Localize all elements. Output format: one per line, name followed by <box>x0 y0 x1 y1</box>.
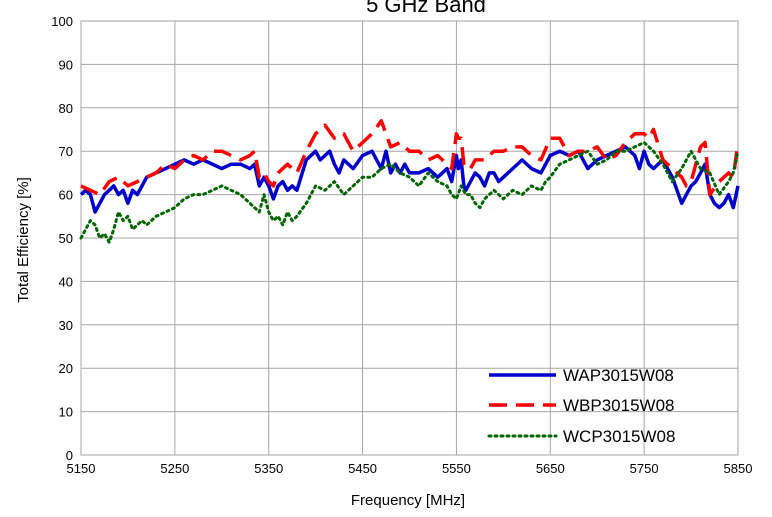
legend: WAP3015W08 WBP3015W08 WCP3015W08 <box>487 366 675 446</box>
x-tick-label: 5850 <box>724 461 753 476</box>
y-tick-label: 50 <box>59 231 73 246</box>
series-line-wbp3015w08 <box>80 119 740 197</box>
x-axis-label: Frequency [MHz] <box>351 492 465 509</box>
x-tick-label: 5350 <box>254 461 283 476</box>
legend-label-wbp3015w08: WBP3015W08 <box>563 396 675 415</box>
y-axis-label: Total Efficiency [%] <box>15 177 32 303</box>
y-tick-label: 100 <box>51 14 73 29</box>
tick-labels: 0 10 20 30 40 50 60 70 80 90 100 5150 5250 5350 5450 55… <box>51 14 752 476</box>
y-tick-label: 40 <box>59 274 73 289</box>
y-tick-label: 0 <box>66 448 73 463</box>
y-tick-label: 20 <box>59 361 73 376</box>
series-line-wcp3015w08 <box>79 141 740 244</box>
series-line-wap3015w08 <box>79 145 740 214</box>
y-tick-label: 30 <box>59 318 73 333</box>
series-lines <box>79 119 740 244</box>
x-tick-label: 5250 <box>160 461 189 476</box>
y-tick-label: 90 <box>59 57 73 72</box>
x-tick-label: 5150 <box>67 461 96 476</box>
y-tick-label: 60 <box>59 188 73 203</box>
x-tick-label: 5450 <box>348 461 377 476</box>
legend-label-wcp3015w08: WCP3015W08 <box>563 427 675 446</box>
grid <box>80 20 739 456</box>
x-tick-label: 5750 <box>630 461 659 476</box>
legend-label-wap3015w08: WAP3015W08 <box>563 366 674 385</box>
y-tick-label: 80 <box>59 101 73 116</box>
x-tick-label: 5550 <box>442 461 471 476</box>
x-tick-label: 5650 <box>536 461 565 476</box>
chart-title: 5 GHz Band <box>366 0 486 17</box>
y-tick-label: 70 <box>59 144 73 159</box>
y-tick-label: 10 <box>59 405 73 420</box>
